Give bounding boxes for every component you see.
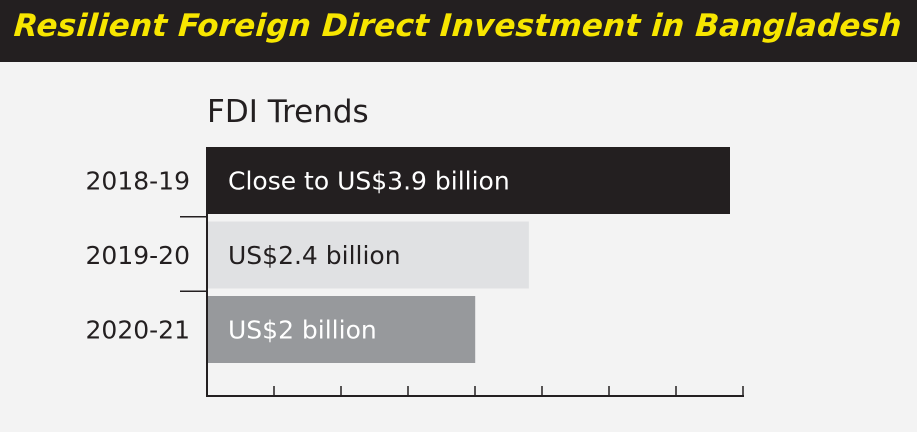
bar-2019-20 bbox=[207, 221, 529, 289]
bar-2018-19 bbox=[207, 147, 730, 214]
data-label-2018-19: Close to US$3.9 billion bbox=[228, 167, 510, 196]
data-label-2019-20: US$2.4 billion bbox=[228, 241, 401, 270]
category-label-2020-21: 2020-21 bbox=[86, 316, 190, 345]
header-banner: Resilient Foreign Direct Investment in B… bbox=[0, 0, 917, 62]
category-label-2018-19: 2018-19 bbox=[86, 167, 190, 196]
data-label-2020-21: US$2 billion bbox=[228, 316, 377, 345]
bar-2020-21 bbox=[207, 296, 476, 363]
chart-title: FDI Trends bbox=[207, 94, 369, 130]
category-label-2019-20: 2019-20 bbox=[86, 241, 190, 270]
